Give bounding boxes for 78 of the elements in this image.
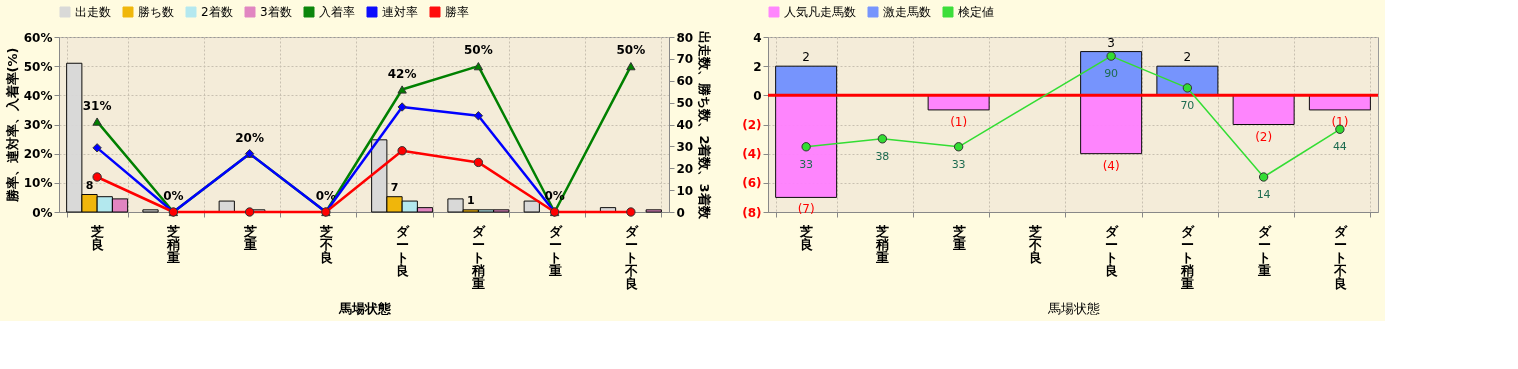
- data-label: 20%: [235, 130, 264, 145]
- data-label: 50%: [464, 43, 493, 58]
- x-tick-label: ダート稍重: [471, 223, 487, 291]
- data-label: 2: [1183, 50, 1192, 65]
- legend-label: 入着率: [319, 5, 355, 19]
- y-tick-label: 4: [753, 30, 762, 45]
- x-tick-label: ダート稍重: [1180, 223, 1196, 291]
- data-label: 44: [1332, 140, 1347, 154]
- legend-label: 激走馬数: [883, 5, 931, 19]
- data-label: 42%: [387, 66, 417, 81]
- x-tick-label: ダート重: [1256, 223, 1272, 278]
- data-label: 33: [951, 157, 966, 171]
- legend-label: 人気凡走馬数: [784, 5, 856, 19]
- x-tick-label: ダート不良: [1332, 223, 1348, 291]
- data-label: 31%: [82, 98, 112, 113]
- y-tick-label: 0%: [32, 205, 53, 220]
- y-tick-label: 60%: [23, 30, 53, 45]
- y2-tick-label: 20: [676, 161, 694, 176]
- x-tick-label: 芝重: [242, 223, 257, 252]
- data-label: 70: [1180, 98, 1195, 112]
- y2-tick-label: 10: [676, 183, 694, 198]
- data-label: 2: [802, 50, 810, 65]
- legend-label: 検定値: [958, 5, 994, 19]
- data-label: (4): [1102, 158, 1120, 173]
- data-label: 1: [466, 193, 475, 207]
- x-tick-label: ダート不良: [623, 223, 639, 291]
- legend-label: 勝率: [445, 5, 469, 19]
- y2-tick-label: 80: [676, 30, 694, 45]
- data-label: 38: [875, 149, 890, 163]
- y-tick-label: 0: [753, 88, 762, 103]
- legend-label: 3着数: [260, 5, 292, 19]
- y-tick-label: 2: [753, 59, 762, 74]
- y-tick-label: (2): [742, 118, 762, 132]
- y-tick-label: 30%: [23, 118, 53, 132]
- x-axis-title: 馬場状態: [337, 300, 392, 316]
- data-label: 14: [1256, 188, 1271, 201]
- y-tick-label: (8): [742, 205, 762, 220]
- y2-tick-label: 0: [676, 205, 685, 220]
- y-tick-label: (4): [742, 147, 762, 162]
- data-label: (7): [797, 202, 815, 217]
- y2-tick-label: 40: [676, 118, 694, 132]
- data-label: (1): [950, 114, 968, 129]
- x-tick-label: ダート良: [396, 223, 411, 278]
- y-tick-label: 20%: [23, 147, 53, 162]
- data-label: 50%: [616, 43, 646, 58]
- data-label: (2): [1255, 129, 1273, 144]
- x-tick-label: 芝稍重: [875, 223, 890, 265]
- x-tick-label: 芝不良: [318, 223, 333, 265]
- x-tick-label: ダート重: [547, 223, 563, 278]
- x-tick-label: ダート良: [1105, 223, 1120, 278]
- x-tick-label: 芝良: [90, 223, 105, 252]
- legend-label: 出走数: [75, 5, 111, 19]
- x-tick-label: 芝重: [951, 223, 966, 252]
- data-label: (1): [1331, 114, 1349, 129]
- data-label: 90: [1104, 67, 1119, 81]
- data-label: 7: [390, 180, 399, 194]
- legend-label: 2着数: [201, 5, 233, 19]
- y2-tick-label: 70: [676, 52, 694, 67]
- legend-label: 勝ち数: [138, 5, 174, 19]
- x-tick-label: 芝稍重: [166, 223, 181, 265]
- x-axis-title: 馬場状態: [1046, 300, 1100, 316]
- y-tick-label: 50%: [23, 59, 53, 74]
- y2-tick-label: 30: [676, 139, 694, 154]
- x-tick-label: 芝不良: [1027, 223, 1042, 265]
- data-label: 8: [85, 178, 94, 192]
- y-tick-label: (6): [742, 176, 762, 191]
- y-tick-label: 10%: [23, 176, 53, 191]
- data-label: 0%: [163, 189, 184, 203]
- data-label: 33: [799, 157, 814, 171]
- data-label: 3: [1107, 35, 1115, 50]
- y2-tick-label: 50: [676, 96, 694, 111]
- y-tick-label: 40%: [23, 88, 53, 103]
- x-tick-label: 芝良: [799, 223, 814, 252]
- data-label: 0%: [315, 189, 337, 203]
- y2-tick-label: 60: [676, 74, 694, 89]
- y-axis-title: 勝率、連対率、入着率(%): [4, 47, 20, 204]
- y2-axis-title: 出走数、勝ち数、2着数、3着数: [697, 31, 713, 220]
- legend-label: 連対率: [382, 5, 418, 19]
